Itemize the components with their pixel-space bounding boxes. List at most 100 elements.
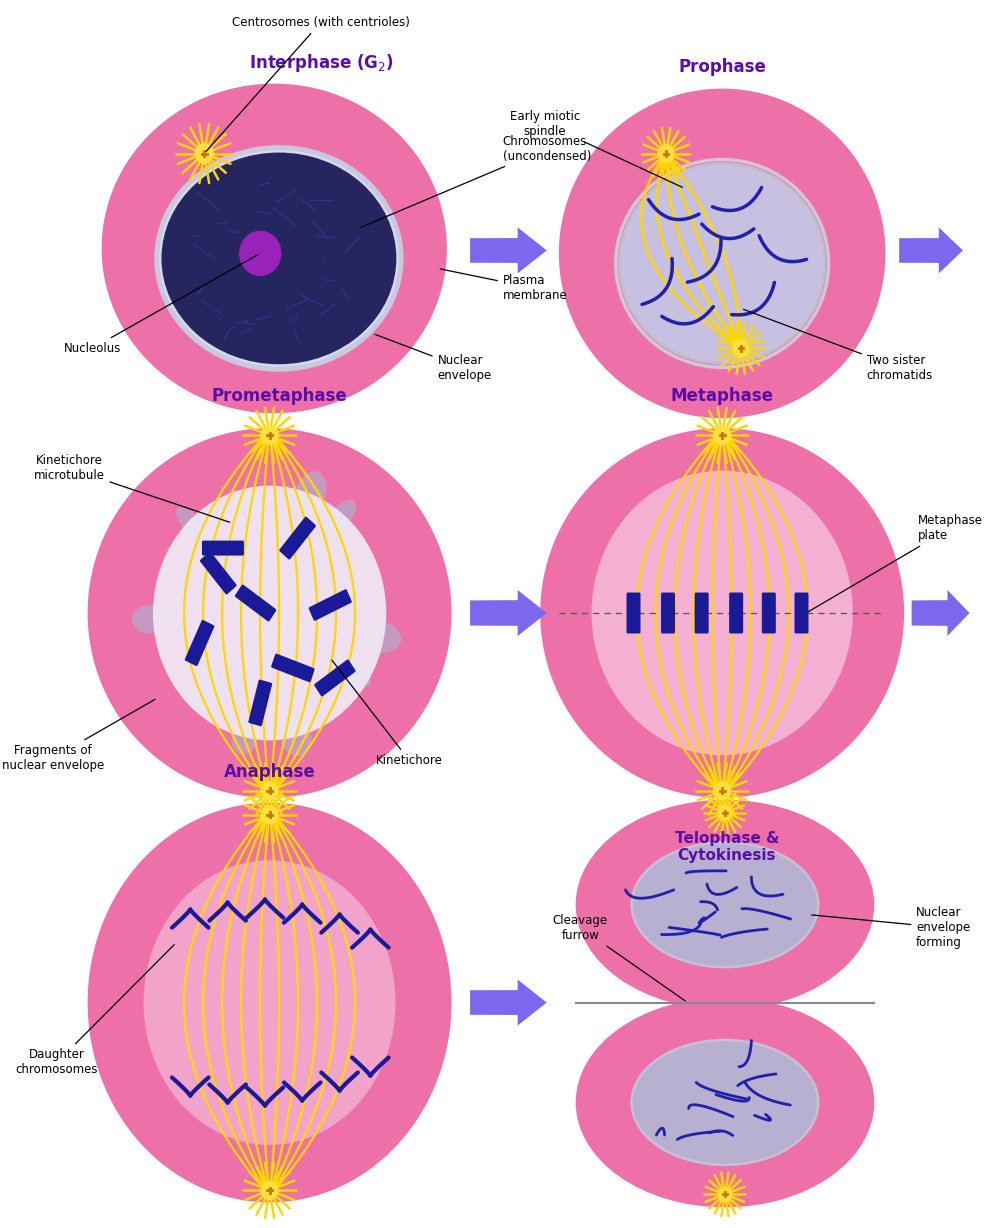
FancyArrow shape xyxy=(471,589,547,636)
Ellipse shape xyxy=(215,943,324,1062)
Ellipse shape xyxy=(161,883,378,1122)
Ellipse shape xyxy=(614,144,831,363)
FancyBboxPatch shape xyxy=(314,659,355,696)
Ellipse shape xyxy=(636,841,814,968)
Ellipse shape xyxy=(655,1054,794,1152)
Ellipse shape xyxy=(606,1018,844,1186)
Circle shape xyxy=(714,426,731,445)
Ellipse shape xyxy=(154,496,385,729)
Ellipse shape xyxy=(231,720,258,755)
Ellipse shape xyxy=(586,1005,864,1200)
Ellipse shape xyxy=(570,99,875,408)
Ellipse shape xyxy=(197,922,343,1082)
Ellipse shape xyxy=(221,949,318,1056)
Ellipse shape xyxy=(591,1008,859,1197)
FancyArrow shape xyxy=(900,227,963,274)
Bar xyxy=(508,238,514,263)
Ellipse shape xyxy=(716,607,728,619)
Bar xyxy=(486,990,492,1016)
Ellipse shape xyxy=(216,194,332,303)
Ellipse shape xyxy=(630,160,814,346)
Ellipse shape xyxy=(245,976,294,1029)
Ellipse shape xyxy=(616,828,834,981)
Bar xyxy=(496,600,502,625)
Bar xyxy=(474,990,480,1016)
Ellipse shape xyxy=(665,863,784,947)
Ellipse shape xyxy=(176,507,214,546)
Bar xyxy=(913,238,917,263)
Bar xyxy=(915,600,919,625)
Ellipse shape xyxy=(684,215,761,292)
Ellipse shape xyxy=(194,172,355,325)
Ellipse shape xyxy=(124,842,415,1163)
Text: Prophase: Prophase xyxy=(678,58,767,76)
Text: Cleavage
furrow: Cleavage furrow xyxy=(553,914,685,1001)
Bar xyxy=(504,238,510,263)
Text: Daughter
chromosomes: Daughter chromosomes xyxy=(16,944,175,1077)
Circle shape xyxy=(714,782,731,799)
Bar xyxy=(943,600,947,625)
Ellipse shape xyxy=(595,484,850,743)
Text: Kinetichore
microtubule: Kinetichore microtubule xyxy=(34,454,229,522)
Circle shape xyxy=(196,144,213,163)
FancyBboxPatch shape xyxy=(729,593,743,634)
Ellipse shape xyxy=(263,237,286,259)
Bar xyxy=(924,238,929,263)
FancyBboxPatch shape xyxy=(185,620,214,666)
Ellipse shape xyxy=(581,803,869,1006)
Bar xyxy=(471,990,476,1016)
Bar xyxy=(928,238,932,263)
Ellipse shape xyxy=(607,496,837,729)
Ellipse shape xyxy=(625,155,820,352)
Ellipse shape xyxy=(645,849,804,960)
Bar xyxy=(500,238,506,263)
Ellipse shape xyxy=(564,95,880,413)
Text: Two sister
chromatids: Two sister chromatids xyxy=(744,309,933,382)
Ellipse shape xyxy=(99,441,440,786)
Ellipse shape xyxy=(142,863,397,1142)
Circle shape xyxy=(261,806,278,824)
Ellipse shape xyxy=(601,490,843,737)
Ellipse shape xyxy=(704,594,741,631)
Ellipse shape xyxy=(188,166,360,330)
Ellipse shape xyxy=(161,502,378,723)
FancyBboxPatch shape xyxy=(695,593,709,634)
Ellipse shape xyxy=(119,99,430,397)
Ellipse shape xyxy=(662,193,782,314)
Ellipse shape xyxy=(720,901,730,909)
Ellipse shape xyxy=(621,1029,829,1176)
Ellipse shape xyxy=(136,856,403,1149)
Bar xyxy=(903,238,908,263)
Ellipse shape xyxy=(132,605,165,634)
Ellipse shape xyxy=(586,807,864,1002)
Bar xyxy=(912,600,916,625)
Bar xyxy=(918,600,922,625)
Ellipse shape xyxy=(710,600,734,625)
Ellipse shape xyxy=(640,845,809,964)
Ellipse shape xyxy=(678,210,766,297)
Bar xyxy=(934,238,939,263)
FancyBboxPatch shape xyxy=(794,593,808,634)
Ellipse shape xyxy=(113,95,435,403)
Bar xyxy=(929,600,933,625)
Bar xyxy=(504,990,510,1016)
Ellipse shape xyxy=(206,183,344,314)
Ellipse shape xyxy=(621,831,829,977)
Circle shape xyxy=(733,340,749,356)
FancyBboxPatch shape xyxy=(309,589,352,621)
Bar xyxy=(478,600,484,625)
Bar xyxy=(937,600,942,625)
Circle shape xyxy=(658,145,674,162)
Ellipse shape xyxy=(706,237,739,270)
Bar xyxy=(931,238,936,263)
FancyBboxPatch shape xyxy=(661,593,675,634)
Ellipse shape xyxy=(179,521,360,705)
Ellipse shape xyxy=(656,188,787,319)
Ellipse shape xyxy=(112,453,427,774)
Text: Interphase (G$_2$): Interphase (G$_2$) xyxy=(248,52,393,74)
Ellipse shape xyxy=(552,441,892,786)
Ellipse shape xyxy=(281,718,312,756)
FancyBboxPatch shape xyxy=(200,551,236,594)
Ellipse shape xyxy=(125,106,424,392)
Circle shape xyxy=(718,1187,732,1201)
